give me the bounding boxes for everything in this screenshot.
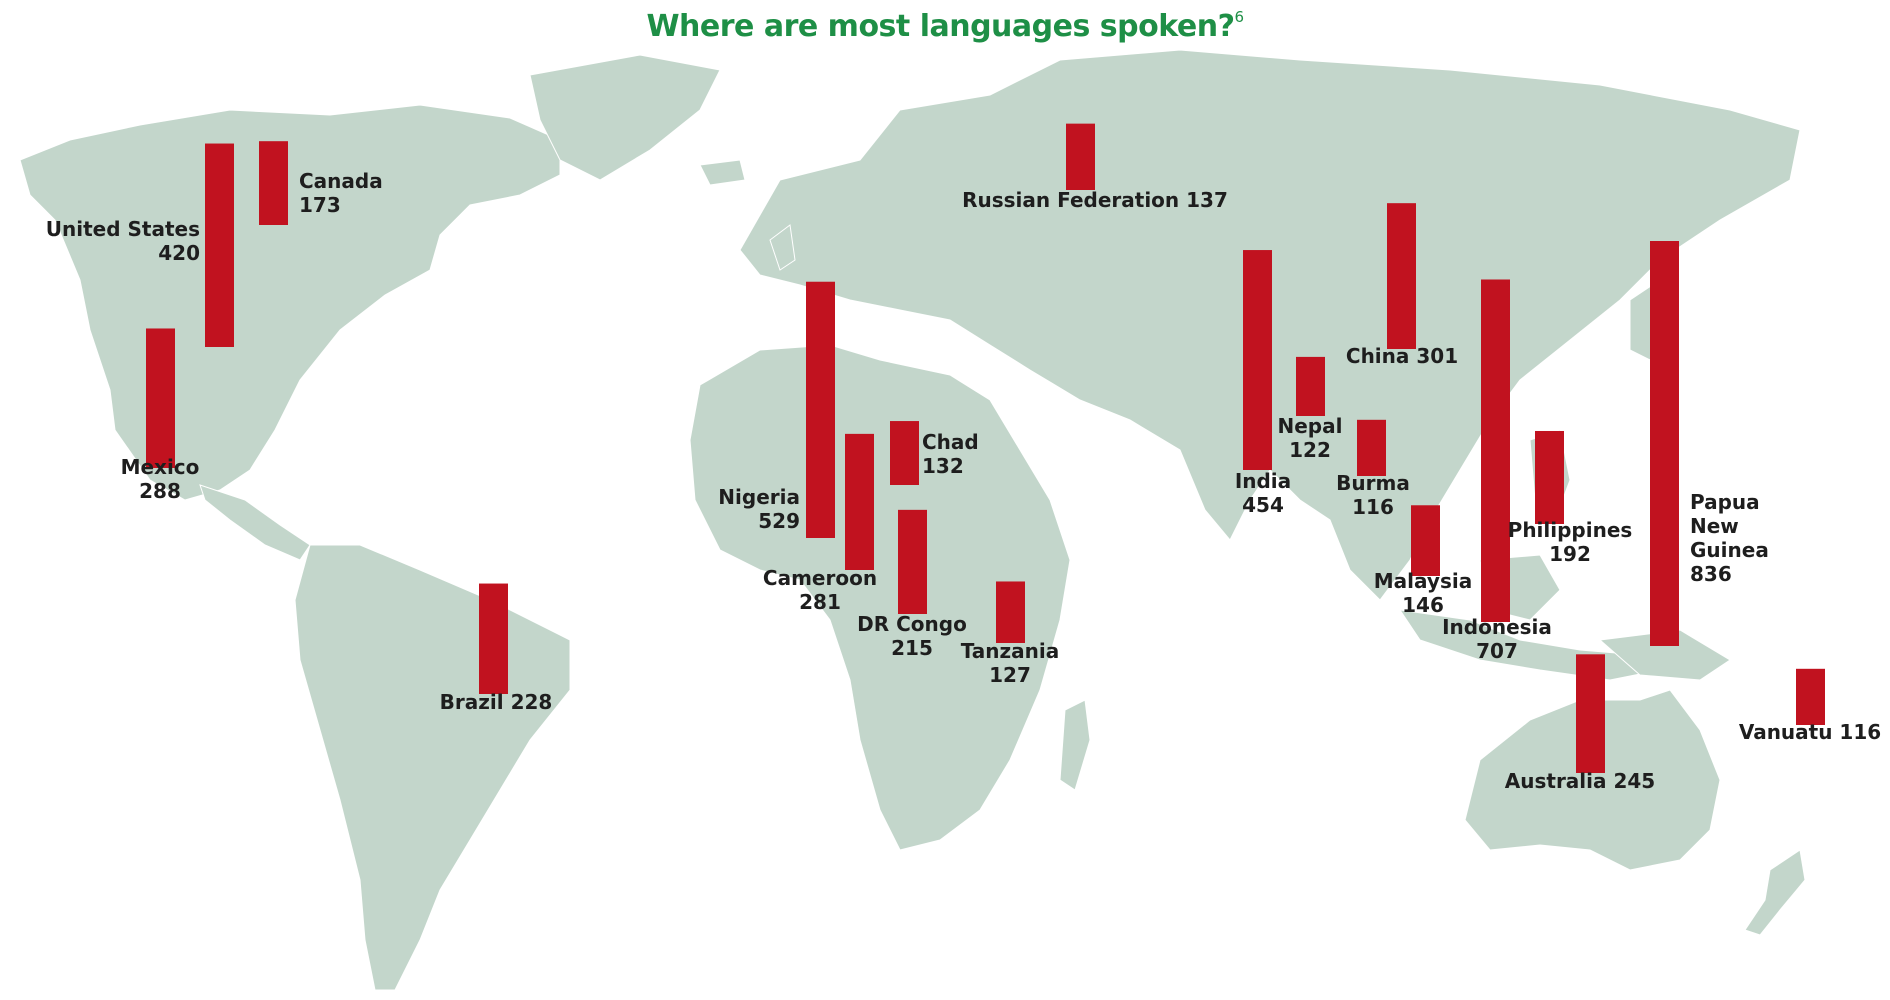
iceland-landmass	[699, 159, 746, 186]
label-united-states: United States 420	[46, 217, 200, 265]
label-line-tanzania-0: Tanzania	[961, 639, 1060, 663]
label-line-mexico-1: 288	[139, 479, 181, 503]
label-line-philippines-0: Philippines	[1508, 518, 1633, 542]
bar-papua-new-guinea	[1650, 241, 1679, 646]
label-mexico: Mexico 288	[121, 455, 200, 503]
label-line-nepal-0: Nepal	[1278, 414, 1343, 438]
bar-nigeria	[806, 281, 835, 538]
label-line-papua-new-guinea-0: Papua	[1690, 490, 1760, 514]
label-line-philippines-1: 192	[1549, 542, 1591, 566]
label-line-canada-1: 173	[299, 193, 341, 217]
label-line-burma-0: Burma	[1336, 471, 1410, 495]
label-line-chad-0: Chad	[922, 430, 979, 454]
title-footnote: 6	[1234, 8, 1244, 26]
bar-india	[1243, 250, 1272, 470]
label-russian-federation: Russian Federation 137	[962, 188, 1228, 212]
label-line-russian-federation-0: Russian Federation 137	[962, 188, 1228, 212]
label-burma: Burma 116	[1336, 471, 1410, 519]
bar-nepal	[1296, 356, 1325, 416]
label-vanuatu: Vanuatu 116	[1739, 720, 1881, 744]
label-line-china-0: China 301	[1346, 344, 1458, 368]
bar-cameroon	[845, 433, 874, 570]
label-line-india-1: 454	[1242, 493, 1284, 517]
label-line-nigeria-0: Nigeria	[718, 485, 800, 509]
label-line-australia-0: Australia 245	[1505, 769, 1655, 793]
bar-vanuatu	[1796, 668, 1825, 725]
label-line-papua-new-guinea-1: New	[1690, 514, 1739, 538]
label-line-cameroon-1: 281	[799, 590, 841, 614]
label-line-vanuatu-0: Vanuatu 116	[1739, 720, 1881, 744]
label-line-tanzania-1: 127	[989, 663, 1031, 687]
label-brazil: Brazil 228	[440, 690, 553, 714]
label-australia: Australia 245	[1505, 769, 1655, 793]
bar-mexico	[146, 328, 175, 468]
bar-tanzania	[996, 581, 1025, 643]
label-malaysia: Malaysia 146	[1374, 569, 1472, 617]
north-america-landmass	[19, 104, 561, 501]
label-line-dr-congo-0: DR Congo	[857, 612, 967, 636]
label-line-brazil-0: Brazil 228	[440, 690, 553, 714]
bar-united-states	[205, 143, 234, 347]
bar-australia	[1576, 654, 1605, 773]
label-india: India 454	[1235, 469, 1291, 517]
label-nepal: Nepal 122	[1278, 414, 1343, 462]
labels-layer: United States 420 Canada 173 Mexico 288 Brazil…	[46, 169, 1881, 793]
label-china: China 301	[1346, 344, 1458, 368]
label-nigeria: Nigeria 529	[718, 485, 800, 533]
british-isles-landmass	[769, 224, 796, 271]
label-philippines: Philippines 192	[1508, 518, 1633, 566]
bar-philippines	[1535, 430, 1564, 524]
label-canada: Canada 173	[299, 169, 383, 217]
label-indonesia: Indonesia 707	[1442, 615, 1552, 663]
chart-title: Where are most languages spoken?6	[0, 8, 1890, 44]
label-line-nepal-1: 122	[1289, 438, 1331, 462]
chart-title-text: Where are most languages spoken?	[646, 9, 1235, 44]
label-line-united-states-0: United States	[46, 217, 200, 241]
label-line-papua-new-guinea-3: 836	[1690, 562, 1732, 586]
central-america-landmass	[199, 484, 311, 561]
label-line-cameroon-0: Cameroon	[763, 566, 877, 590]
bar-burma	[1357, 419, 1386, 476]
label-tanzania: Tanzania 127	[961, 639, 1060, 687]
label-line-indonesia-0: Indonesia	[1442, 615, 1552, 639]
bars-layer	[146, 123, 1825, 773]
greenland-landmass	[529, 54, 721, 181]
label-cameroon: Cameroon 281	[763, 566, 877, 614]
label-line-papua-new-guinea-2: Guinea	[1690, 538, 1769, 562]
bar-brazil	[479, 583, 508, 694]
label-line-chad-1: 132	[922, 454, 964, 478]
africa-landmass	[689, 344, 1071, 851]
label-line-nigeria-1: 529	[758, 509, 800, 533]
label-line-malaysia-0: Malaysia	[1374, 569, 1472, 593]
label-line-indonesia-1: 707	[1476, 639, 1518, 663]
madagascar-landmass	[1059, 699, 1091, 791]
bar-chad	[890, 421, 919, 485]
bar-russian-federation	[1066, 123, 1095, 190]
label-papua-new-guinea: Papua New Guinea 836	[1690, 490, 1769, 586]
label-line-canada-0: Canada	[299, 169, 383, 193]
new-zealand-landmass	[1744, 849, 1806, 936]
bar-malaysia	[1411, 505, 1440, 576]
label-chad: Chad 132	[922, 430, 979, 478]
label-line-burma-1: 116	[1352, 495, 1394, 519]
bar-dr-congo	[898, 509, 927, 614]
label-line-mexico-0: Mexico	[121, 455, 200, 479]
bar-indonesia	[1481, 279, 1510, 622]
bar-canada	[259, 141, 288, 225]
label-line-dr-congo-1: 215	[891, 636, 933, 660]
label-dr-congo: DR Congo 215	[857, 612, 967, 660]
label-line-malaysia-1: 146	[1402, 593, 1444, 617]
south-america-landmass	[294, 544, 571, 991]
label-line-united-states-1: 420	[158, 241, 200, 265]
label-line-india-0: India	[1235, 469, 1291, 493]
bar-china	[1387, 203, 1416, 349]
